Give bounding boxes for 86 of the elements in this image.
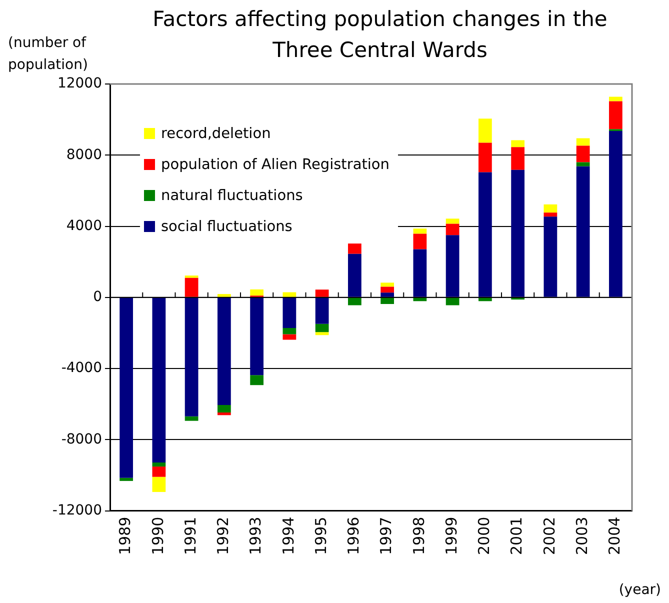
bar <box>576 138 590 146</box>
bar <box>576 146 590 162</box>
bar <box>511 170 524 297</box>
bar <box>152 298 166 462</box>
y-tick-label: -4000 <box>61 360 102 376</box>
y-tick-label: -8000 <box>61 431 102 448</box>
bar <box>218 405 231 412</box>
x-tick-label: 2003 <box>572 516 591 556</box>
x-tick-label: 2001 <box>508 516 526 556</box>
bar <box>282 298 296 328</box>
bar <box>446 224 460 236</box>
bar <box>413 249 427 297</box>
legend-label: population of Alien Registration <box>161 156 390 172</box>
x-tick-label: 1998 <box>410 516 428 556</box>
bar <box>120 478 133 481</box>
bar <box>576 162 590 166</box>
bar <box>511 147 524 170</box>
bar <box>152 462 166 467</box>
bar <box>250 289 264 296</box>
bar <box>609 101 622 130</box>
bar <box>250 298 264 376</box>
bar <box>152 476 166 492</box>
bar <box>218 298 231 406</box>
bar <box>446 218 460 224</box>
bar <box>413 228 427 234</box>
x-tick-label: 1995 <box>312 516 330 556</box>
bar <box>184 416 198 421</box>
bar <box>576 166 590 297</box>
x-tick-label: 1999 <box>442 516 460 556</box>
x-tick-label: 2002 <box>540 516 558 556</box>
bar <box>511 140 524 148</box>
x-tick-label: 2000 <box>475 516 494 556</box>
y-axis-title: (number of population) <box>8 34 88 75</box>
x-tick-label: 1993 <box>246 516 265 556</box>
legend-label: social fluctuations <box>161 218 292 234</box>
bar <box>609 96 622 102</box>
x-tick-label: 1992 <box>214 516 232 556</box>
x-tick-label: 1996 <box>344 516 363 556</box>
bar <box>120 298 133 478</box>
bar <box>282 328 296 334</box>
y-tick-label: -12000 <box>52 502 102 518</box>
bar <box>544 204 558 213</box>
bar <box>380 298 394 304</box>
bar <box>478 298 492 302</box>
bar <box>348 254 362 297</box>
bar <box>250 375 264 386</box>
bar <box>446 298 460 306</box>
bar <box>348 244 362 254</box>
bar <box>544 212 558 217</box>
bar <box>218 412 231 416</box>
x-tick-label: 1989 <box>116 516 134 556</box>
x-tick-label: 1997 <box>377 516 396 556</box>
bar <box>478 142 492 172</box>
bar <box>478 118 492 143</box>
bar <box>184 278 198 297</box>
bar <box>315 324 329 332</box>
x-axis-title: (year) <box>618 582 661 598</box>
bar <box>218 294 231 297</box>
y-tick-label: 8000 <box>66 146 102 163</box>
bar <box>544 216 558 297</box>
y-tick-label: 0 <box>93 289 102 306</box>
x-tick-label: 1991 <box>181 516 200 556</box>
bar <box>184 298 198 416</box>
bar <box>315 290 329 297</box>
y-tick-label: 12000 <box>57 76 102 92</box>
legend-label: natural fluctuations <box>161 188 303 204</box>
bar <box>413 234 427 250</box>
chart-title: Factors affecting population changes in the Three Central Wards <box>152 6 608 64</box>
y-tick-label: 4000 <box>66 218 102 234</box>
bar <box>609 130 622 297</box>
bar <box>282 292 296 297</box>
x-tick-label: 1990 <box>148 516 167 556</box>
bar <box>282 334 296 340</box>
legend-label: record,deletion <box>161 126 271 142</box>
bar <box>380 282 394 287</box>
bar <box>348 298 362 306</box>
bar <box>152 466 166 477</box>
bar <box>315 298 329 324</box>
bar <box>315 332 329 336</box>
x-tick-label: 2004 <box>606 516 624 556</box>
bar <box>380 292 394 297</box>
bar <box>478 172 492 297</box>
x-tick-label: 1994 <box>279 516 298 556</box>
bar <box>413 298 427 302</box>
bar <box>380 286 394 293</box>
bar <box>446 235 460 297</box>
